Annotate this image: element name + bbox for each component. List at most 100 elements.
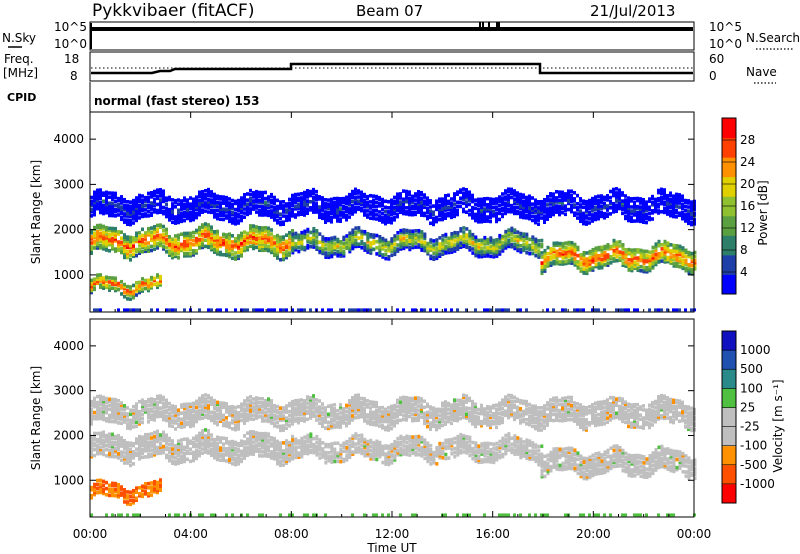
velocity-cell (456, 446, 460, 451)
power-cell (354, 232, 358, 237)
velocity-cell (297, 455, 301, 459)
power-cell (483, 207, 486, 211)
power-cell (522, 195, 525, 199)
power-colorbar-tick: 12 (740, 221, 755, 235)
power-cell (177, 212, 180, 217)
power-cell (279, 212, 282, 217)
velocity-cell (147, 434, 150, 439)
power-cell (585, 214, 588, 218)
power-cell (126, 212, 129, 216)
power-cell (564, 241, 568, 245)
velocity-cell (219, 438, 222, 442)
power-cell (117, 287, 120, 292)
power-cell (399, 230, 403, 235)
velocity-cell (126, 441, 129, 445)
power-cell (180, 199, 183, 203)
velocity-cell (432, 460, 436, 465)
power-cell (477, 244, 481, 249)
power-cell (330, 244, 334, 249)
power-cell (615, 193, 618, 197)
velocity-cell (138, 438, 141, 443)
velocity-cell (219, 452, 222, 456)
velocity-cell (324, 442, 328, 447)
power-cell (489, 203, 492, 207)
power-cell (522, 213, 525, 218)
power-cell (264, 204, 267, 209)
power-cell (309, 244, 313, 249)
power-cell (693, 260, 697, 265)
velocity-cell (90, 434, 93, 439)
power-cell (387, 214, 390, 218)
power-cell (540, 251, 544, 255)
velocity-cell (429, 452, 433, 456)
power-cell (546, 207, 549, 211)
power-cell (459, 196, 462, 201)
power-cell (525, 203, 528, 208)
power-cell (306, 195, 309, 199)
power-cell (195, 211, 198, 216)
power-cell (312, 241, 316, 245)
velocity-cell (393, 446, 397, 450)
power-cell (246, 235, 249, 240)
power-cell (471, 195, 474, 200)
velocity-cell (306, 449, 310, 454)
power-cell (150, 193, 153, 197)
power-cell (324, 253, 328, 257)
velocity-cell (312, 450, 316, 455)
power-cell (234, 308, 237, 312)
power-cell (381, 199, 384, 204)
power-cell (594, 197, 597, 201)
power-cell (198, 212, 201, 217)
power-cell (282, 257, 285, 262)
power-cell (591, 198, 594, 203)
power-cell (537, 245, 541, 249)
velocity-cell (216, 447, 219, 452)
velocity-cell (402, 448, 406, 452)
velocity-cell (126, 447, 129, 451)
power-cell (654, 246, 658, 251)
power-cell (150, 211, 153, 215)
velocity-cell (333, 453, 337, 458)
power-cell (318, 248, 322, 253)
power-cell (249, 240, 252, 244)
velocity-cell (312, 442, 316, 447)
power-cell (267, 205, 270, 210)
power-cell (492, 252, 496, 257)
power-cell (195, 249, 198, 253)
power-cell (576, 308, 579, 312)
velocity-cell (183, 459, 186, 464)
power-cell (549, 194, 552, 198)
power-cell (111, 203, 114, 208)
power-cell (516, 199, 519, 203)
power-cell (387, 242, 391, 247)
power-cell (165, 196, 168, 201)
power-cell (96, 229, 99, 234)
power-cell (570, 195, 573, 200)
power-cell (678, 250, 682, 255)
power-cell (534, 241, 538, 246)
power-cell (201, 239, 204, 244)
power-cell (675, 248, 679, 252)
power-cell (324, 210, 327, 214)
power-cell (432, 218, 435, 223)
power-cell (237, 215, 240, 219)
power-cell (384, 219, 387, 224)
power-cell (210, 227, 213, 232)
power-cell (537, 212, 540, 216)
power-cell (105, 234, 108, 238)
power-cell (405, 228, 409, 233)
power-cell (399, 243, 403, 247)
power-cell (228, 254, 231, 259)
power-cell (531, 206, 534, 210)
power-cell (111, 245, 114, 249)
velocity-cell (261, 450, 264, 454)
power-cell (315, 235, 319, 239)
power-cell (357, 308, 360, 312)
power-cell (582, 259, 586, 263)
power-cell (417, 192, 420, 196)
power-cell (168, 239, 171, 243)
velocity-cell (210, 433, 213, 437)
power-cell (141, 208, 144, 213)
power-cell (549, 192, 552, 196)
power-cell (309, 208, 312, 212)
